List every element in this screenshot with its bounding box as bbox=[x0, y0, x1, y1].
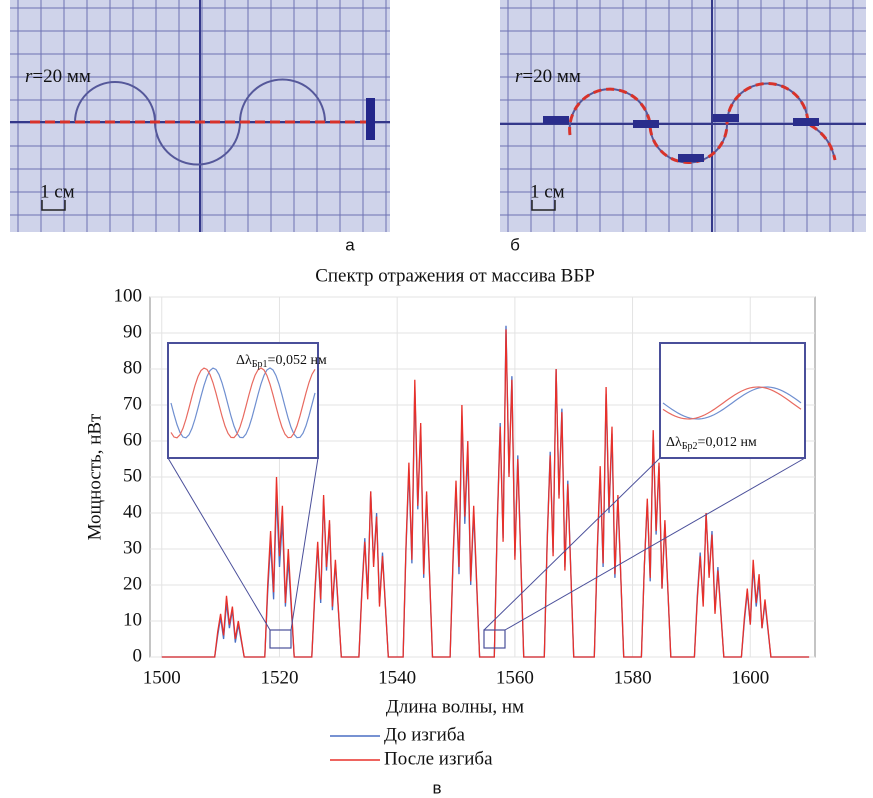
scale-bar bbox=[41, 200, 66, 211]
panel-label: в bbox=[432, 778, 441, 797]
clamp bbox=[713, 114, 739, 122]
y-tick-label: 80 bbox=[123, 357, 142, 378]
scale-bar bbox=[531, 200, 556, 211]
y-tick-label: 90 bbox=[123, 321, 142, 342]
annotation: ΔλБр1=0,052 нм bbox=[236, 353, 327, 370]
inset-curve bbox=[662, 386, 802, 420]
fiber-red bbox=[568, 82, 837, 164]
x-tick-label: 1600 bbox=[731, 667, 769, 688]
spectrum-line bbox=[161, 329, 810, 658]
inset bbox=[659, 342, 806, 459]
clamp bbox=[366, 98, 375, 140]
annotation-symbol: Δλ bbox=[666, 435, 682, 450]
zoom-connector bbox=[290, 457, 319, 631]
zoom-connector bbox=[167, 457, 271, 631]
radius-label: r=20 мм bbox=[515, 66, 581, 87]
x-tick-label: 1580 bbox=[614, 667, 652, 688]
inset-curve bbox=[170, 367, 316, 439]
x-tick-label: 1560 bbox=[496, 667, 534, 688]
fiber bbox=[74, 78, 326, 166]
annotation-text: =0,012 нм bbox=[698, 435, 757, 450]
clamp bbox=[633, 120, 659, 128]
y-tick-label: 100 bbox=[114, 285, 143, 306]
annotation-subscript: Бр2 bbox=[682, 441, 698, 452]
x-tick-label: 1540 bbox=[378, 667, 416, 688]
legend-label: После изгиба bbox=[384, 748, 493, 769]
clamp bbox=[543, 116, 569, 124]
radius-label: r=20 мм bbox=[25, 66, 91, 87]
y-tick-label: 60 bbox=[123, 429, 142, 450]
y-tick-label: 30 bbox=[123, 537, 142, 558]
clamp bbox=[793, 118, 819, 126]
panel-label: а bbox=[345, 235, 355, 254]
y-tick-label: 20 bbox=[123, 573, 142, 594]
annotation-subscript: Бр1 bbox=[252, 359, 268, 370]
clamp bbox=[678, 154, 704, 162]
annotation: ΔλБр2=0,012 нм bbox=[666, 435, 757, 452]
inset-curve bbox=[170, 367, 316, 439]
legend-label: До изгиба bbox=[384, 724, 466, 745]
inset bbox=[167, 342, 319, 459]
annotation-symbol: Δλ bbox=[236, 353, 252, 368]
y-tick-label: 40 bbox=[123, 501, 142, 522]
y-axis-label: Мощность, нВт bbox=[84, 413, 105, 540]
x-tick-label: 1520 bbox=[260, 667, 298, 688]
chart-title: Спектр отражения от массива ВБР bbox=[315, 265, 595, 286]
y-tick-label: 50 bbox=[123, 465, 142, 486]
radius-symbol: r bbox=[25, 66, 33, 87]
zoom-box bbox=[269, 629, 292, 649]
x-tick-label: 1500 bbox=[143, 667, 181, 688]
zoom-connector bbox=[504, 457, 806, 631]
radius-value: =20 мм bbox=[32, 66, 91, 87]
panel-label: б bbox=[510, 235, 520, 254]
annotation-text: =0,052 нм bbox=[268, 353, 327, 368]
y-tick-label: 70 bbox=[123, 393, 142, 414]
zoom-box bbox=[483, 629, 506, 649]
y-tick-label: 0 bbox=[133, 645, 143, 666]
radius-symbol: r bbox=[515, 66, 523, 87]
zoom-connector bbox=[483, 457, 661, 631]
x-axis-label: Длина волны, нм bbox=[386, 696, 524, 717]
radius-value: =20 мм bbox=[522, 66, 581, 87]
photos: r=20 мм1 смr=20 мм1 см bbox=[10, 0, 866, 232]
scale-label: 1 см bbox=[40, 181, 75, 202]
scale-label: 1 см bbox=[530, 181, 565, 202]
y-tick-label: 10 bbox=[123, 609, 142, 630]
inset-curve bbox=[662, 386, 802, 420]
